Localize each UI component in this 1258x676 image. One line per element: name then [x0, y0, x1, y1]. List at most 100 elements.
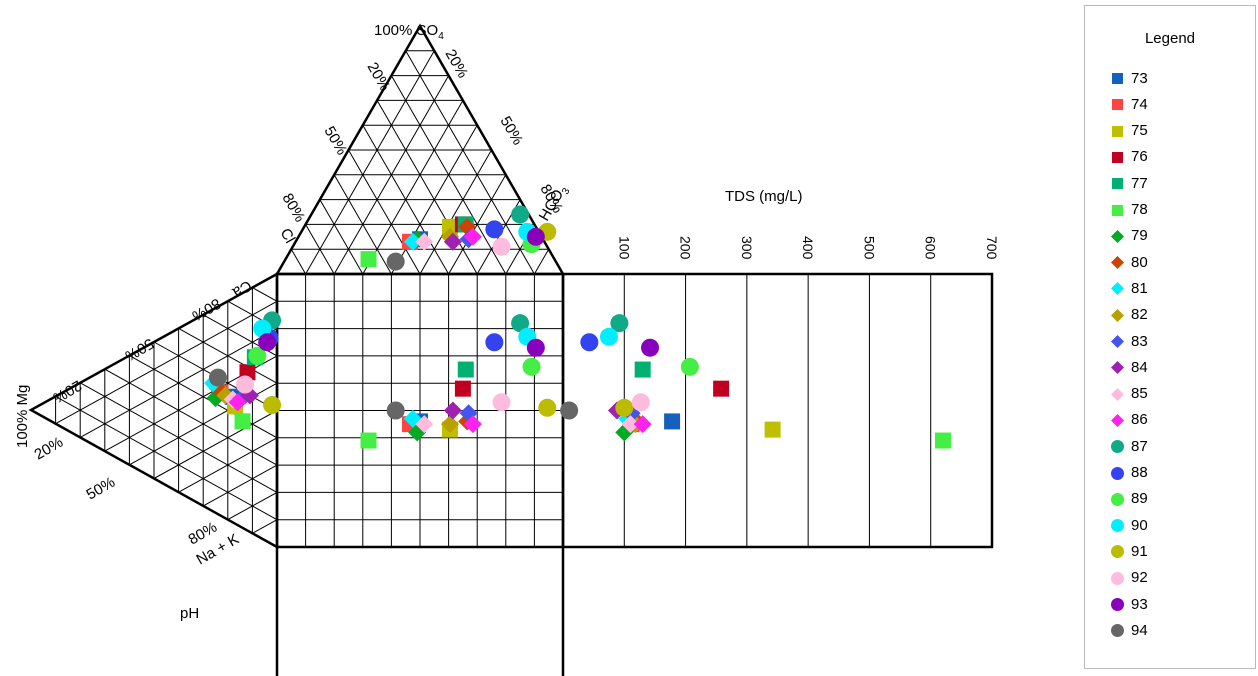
mg-label: 100% Mg: [14, 385, 31, 448]
tds-tick-labels: 100 200 300 400 500 600 700: [616, 236, 1000, 260]
square-point-78: [360, 432, 377, 449]
anion-point-88: [485, 220, 504, 239]
so4-20-left-label: 20%: [364, 60, 394, 95]
tds-point-89: [680, 357, 699, 376]
durov-diagram: 100% SO4 20% 20% 50% 50% 80% 80% Cl HCO3…: [14, 22, 1000, 676]
cation-point-86: [228, 393, 247, 412]
legend-entry-79: 79: [1107, 226, 1148, 246]
tds-point-88: [580, 333, 599, 352]
legend-label-73: 73: [1131, 69, 1148, 87]
tds-point-87: [610, 314, 629, 333]
tds-point-90: [599, 327, 618, 346]
cation-point-94: [208, 368, 227, 387]
anion-point-86: [463, 227, 482, 246]
tds-tick-label: 300: [739, 236, 755, 260]
anion-point-93: [526, 227, 545, 246]
tds-point-73: [664, 413, 681, 430]
square-point-85: [415, 415, 434, 434]
tds-tick-label: 700: [984, 236, 1000, 260]
legend-entry-87: 87: [1107, 436, 1148, 456]
square-point-77: [457, 361, 474, 378]
anion-point-85: [415, 232, 434, 251]
legend-marker-83: [1111, 335, 1124, 348]
anion-gridline: [305, 50, 435, 275]
legend-label-81: 81: [1131, 279, 1148, 297]
hco3-50-label: 50%: [497, 114, 527, 149]
legend-label-91: 91: [1131, 542, 1148, 560]
ca-50-label: 50%: [122, 335, 157, 365]
anion-gridline: [419, 149, 492, 275]
diagram-grid: [55, 50, 932, 547]
nak-50-label: 50%: [84, 474, 119, 504]
legend-marker-80: [1111, 256, 1124, 270]
anion-gridline: [390, 75, 507, 275]
square-point-84: [443, 401, 462, 420]
legend-entry-82: 82: [1107, 305, 1148, 325]
legend-entry-90: 90: [1107, 515, 1148, 535]
legend-title: Legend: [1144, 30, 1196, 47]
legend-label-88: 88: [1131, 464, 1148, 481]
anion-point-84: [443, 232, 462, 251]
legend-entry-76: 76: [1107, 147, 1148, 167]
anion-gridline: [290, 248, 307, 275]
square-point-91: [538, 398, 557, 417]
legend-label-74: 74: [1131, 95, 1148, 113]
legend-marker-79: [1111, 229, 1124, 243]
legend-label-83: 83: [1131, 332, 1148, 350]
legend-label-78: 78: [1131, 201, 1148, 218]
legend-marker-87: [1111, 440, 1124, 454]
legend-marker-91: [1111, 545, 1124, 559]
tds-tick-label: 100: [616, 236, 632, 260]
legend-label-86: 86: [1131, 411, 1148, 429]
anion-gridline: [533, 248, 550, 275]
square-point-82: [441, 415, 460, 434]
anion-point-92: [492, 237, 511, 256]
cation-gridline: [252, 519, 278, 534]
cation-gridline: [252, 287, 278, 302]
legend-marker-93: [1111, 598, 1124, 611]
so4-label: 100% SO4: [374, 22, 444, 42]
cation-gridline: [104, 368, 278, 466]
anion-gridline: [405, 50, 535, 275]
legend: Legend 73 74 75 76 77 78 79 80 81 82 83 84 85 86 87 88 8…: [1084, 5, 1256, 669]
cation-gridline: [55, 300, 278, 425]
cation-point-89: [248, 346, 267, 365]
legend-entry-81: 81: [1107, 278, 1148, 298]
square-point-92: [492, 393, 511, 412]
legend-entry-73: 73: [1107, 68, 1148, 88]
anion-point-94: [386, 252, 405, 271]
tds-point-94: [560, 401, 579, 420]
legend-marker-75: [1112, 125, 1123, 137]
legend-marker-89: [1111, 492, 1124, 506]
legend-label-85: 85: [1131, 385, 1148, 403]
tds-tick-label: 200: [678, 236, 694, 260]
square-point-87: [511, 314, 530, 333]
legend-entry-86: 86: [1107, 410, 1148, 430]
legend-entry-94: 94: [1107, 620, 1148, 640]
anion-point-87: [511, 205, 530, 224]
square-point-76: [454, 380, 471, 397]
tds-point-78: [934, 432, 951, 449]
cation-point-93: [258, 333, 277, 352]
cation-gridline: [202, 464, 278, 507]
legend-marker-84: [1111, 361, 1124, 375]
tds-point-77: [634, 361, 651, 378]
cation-point-91: [263, 396, 282, 415]
anion-gridline: [362, 100, 464, 275]
legend-label-79: 79: [1131, 227, 1148, 245]
tds-point-76: [713, 380, 730, 397]
legend-label-89: 89: [1131, 490, 1148, 508]
cation-point-90: [253, 319, 272, 338]
cation-gridline: [79, 328, 278, 438]
legend-entry-78: 78: [1107, 200, 1148, 220]
legend-marker-94: [1111, 624, 1124, 638]
legend-entry-80: 80: [1107, 252, 1148, 272]
legend-entry-77: 77: [1107, 173, 1148, 193]
tds-point-85: [621, 415, 640, 434]
ph-axis-label: pH: [180, 605, 199, 622]
anion-gridline: [376, 100, 478, 275]
legend-label-75: 75: [1131, 122, 1148, 140]
cation-gridline: [55, 395, 278, 521]
legend-label-80: 80: [1131, 253, 1148, 271]
cation-gridline: [153, 410, 278, 479]
